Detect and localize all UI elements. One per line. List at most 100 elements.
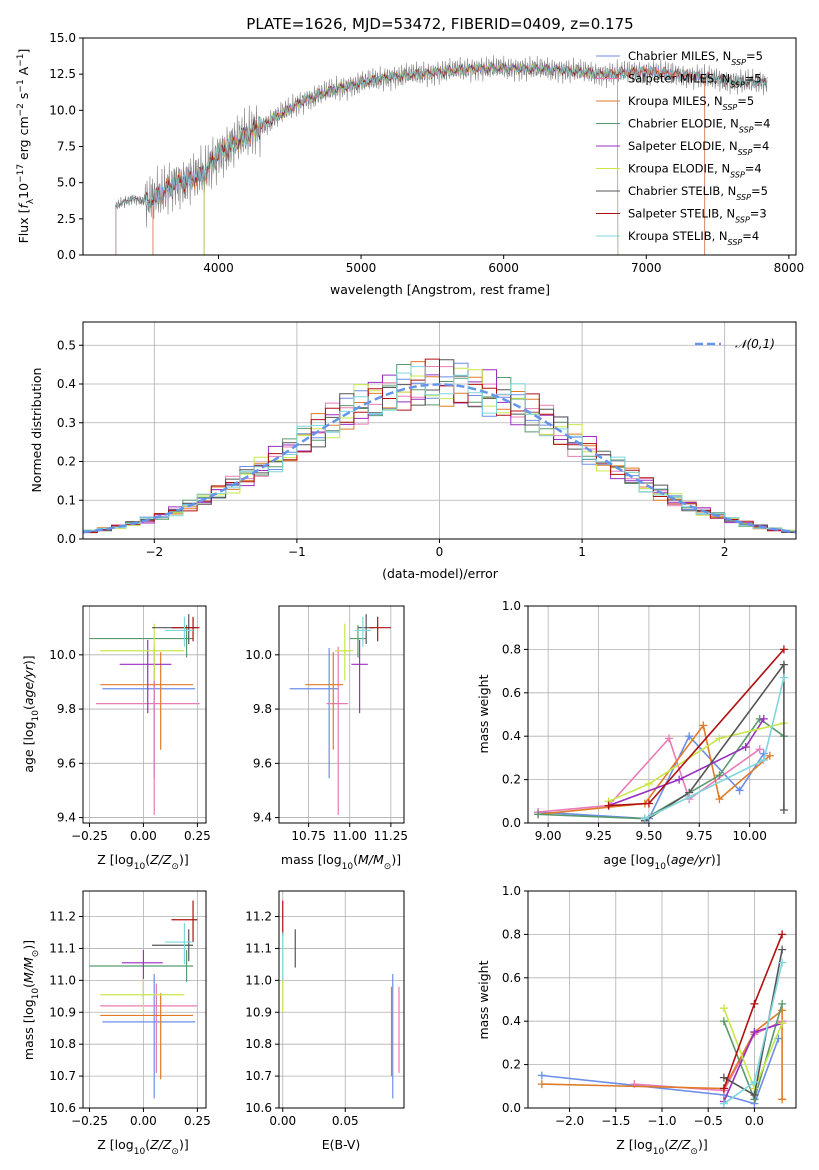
y-tick-label: 9.8 — [253, 702, 272, 716]
weight-point-marker — [778, 958, 787, 967]
legend-entry: Salpeter ELODIE, NSSP=4 — [628, 139, 769, 157]
x-tick-label: −0.5 — [694, 1114, 723, 1128]
axes-frame — [278, 890, 405, 1109]
y-tick-label: 0.2 — [57, 455, 76, 469]
y-tick-label: 0.6 — [502, 971, 521, 985]
weight-point-marker — [644, 779, 653, 788]
x-tick-label: 9.25 — [585, 829, 612, 843]
x-axis-label: age [log10(age/yr)] — [603, 852, 720, 872]
y-tick-label: 10.9 — [49, 1005, 76, 1019]
axes-frame — [278, 605, 405, 824]
weight-point-marker — [778, 1019, 787, 1028]
y-tick-label: 9.4 — [57, 811, 76, 825]
plot-area — [279, 606, 404, 823]
x-tick-label: 11.00 — [333, 829, 367, 843]
y-tick-label: 11.0 — [49, 973, 76, 987]
x-axis-label: (data-model)/error — [382, 566, 499, 581]
weight-point-marker — [715, 771, 724, 780]
y-tick-label: 2.5 — [57, 212, 76, 226]
weight-point-marker — [741, 743, 750, 752]
weight-point-marker — [719, 1017, 728, 1026]
y-tick-label: 0.5 — [57, 338, 76, 352]
legend-entry: Kroupa STELIB, NSSP=4 — [628, 229, 759, 247]
y-axis-label: age [log10(age/yr)] — [21, 655, 41, 772]
x-tick-label: −0.25 — [71, 829, 108, 843]
x-tick-label: 11.25 — [374, 829, 408, 843]
weight-point-marker — [779, 805, 788, 814]
weight-point-marker — [779, 645, 788, 654]
y-tick-label: 15.0 — [49, 31, 76, 45]
weight-point-marker — [534, 810, 543, 819]
normal-distribution-curve — [83, 383, 796, 534]
weight-series-line — [541, 1038, 780, 1105]
x-tick-label: 2 — [721, 545, 729, 559]
weight-point-marker — [719, 1073, 728, 1082]
y-tick-label: 11.1 — [245, 941, 272, 955]
x-tick-label: 0.0 — [745, 1114, 764, 1128]
plot-area — [83, 606, 206, 823]
weight-point-marker — [699, 721, 708, 730]
y-tick-label: 1.0 — [502, 884, 521, 898]
legend-entry: Salpeter STELIB, NSSP=3 — [628, 207, 767, 225]
y-tick-label: 10.6 — [245, 1101, 272, 1115]
mass-vs-extinction-panel: 0.00 0.05 10.6 10.7 10.8 10.9 11.0 11.1 11.2 E(B-… — [245, 890, 405, 1152]
plot-marks — [282, 900, 400, 1099]
age-vs-metallicity-panel: −0.25 0.00 0.25 9.4 9.6 9.8 10.0 Z [log10(Z/Z⊙)… — [21, 605, 211, 872]
weight-point-marker — [719, 1099, 728, 1108]
weight-point-marker — [715, 795, 724, 804]
y-tick-label: 0.8 — [502, 927, 521, 941]
y-tick-label: 0.0 — [57, 532, 76, 546]
y-tick-label: 0.8 — [502, 642, 521, 656]
y-tick-label: 10.7 — [245, 1069, 272, 1083]
axes-frame — [82, 890, 207, 1109]
y-tick-label: 0.3 — [57, 416, 76, 430]
x-axis-label: E(B-V) — [322, 1137, 361, 1152]
y-axis-label: mass weight — [476, 674, 491, 753]
weight-series-line — [608, 722, 785, 803]
y-tick-label: 0.4 — [502, 729, 521, 743]
weight-point-marker — [765, 751, 774, 760]
plot-area — [528, 606, 796, 823]
weight-point-marker — [537, 1071, 546, 1080]
spectrum-panel: 4000 5000 6000 7000 8000 0.0 2.5 5.0 7.5 10.0 12.5… — [16, 31, 804, 297]
y-tick-label: 10.0 — [245, 648, 272, 662]
weight-point-marker — [778, 945, 787, 954]
y-tick-label: 0.0 — [502, 1101, 521, 1115]
plot-area — [279, 891, 404, 1108]
legend-entry: Chabrier MILES, NSSP=5 — [628, 49, 763, 67]
legend-entry: 𝒩(0,1) — [735, 337, 775, 351]
y-tick-label: 10.8 — [49, 1037, 76, 1051]
y-tick-label: 9.6 — [253, 756, 272, 770]
x-tick-label: 1 — [578, 545, 586, 559]
y-tick-label: 10.9 — [245, 1005, 272, 1019]
legend-entry: Chabrier STELIB, NSSP=5 — [628, 184, 768, 202]
x-tick-label: 9.50 — [636, 829, 663, 843]
plot-marks — [89, 900, 198, 1099]
x-axis-label: Z [log10(Z/Z⊙)] — [616, 1137, 707, 1157]
weight-vs-age-panel: 9.00 9.25 9.50 9.75 10.00 0.0 0.2 0.4 0.6 0.8 1.0 a… — [476, 599, 797, 872]
x-tick-label: −1 — [288, 545, 306, 559]
residual-histogram-panel: −2 −1 0 1 2 0.0 0.1 0.2 0.3 0.4 0.5 (data-model)/er… — [29, 321, 797, 581]
x-tick-label: −1.5 — [601, 1114, 630, 1128]
y-tick-label: 7.5 — [57, 140, 76, 154]
legend-entry: Salpeter MILES, NSSP=5 — [628, 72, 762, 90]
y-axis-label: Flux [fλ10−17 erg cm−2 s−1 A−1] — [16, 49, 36, 244]
y-axis-label: mass weight — [476, 960, 491, 1039]
x-tick-label: −0.25 — [71, 1114, 108, 1128]
weight-point-marker — [604, 801, 613, 810]
weight-point-marker — [759, 714, 768, 723]
figure-title: PLATE=1626, MJD=53472, FIBERID=0409, z=0… — [246, 15, 633, 33]
plot-marks — [534, 645, 788, 823]
plot-marks — [89, 614, 200, 815]
weight-point-marker — [537, 1080, 546, 1089]
weight-point-marker — [685, 732, 694, 741]
y-tick-label: 0.2 — [502, 1058, 521, 1072]
x-tick-label: 0.25 — [184, 1114, 211, 1128]
x-tick-label: 0.00 — [130, 829, 157, 843]
weight-point-marker — [644, 799, 653, 808]
plot-marks — [289, 614, 391, 815]
y-axis-label: Normed distribution — [29, 368, 44, 493]
y-tick-label: 9.8 — [57, 702, 76, 716]
x-tick-label: 0.25 — [184, 829, 211, 843]
